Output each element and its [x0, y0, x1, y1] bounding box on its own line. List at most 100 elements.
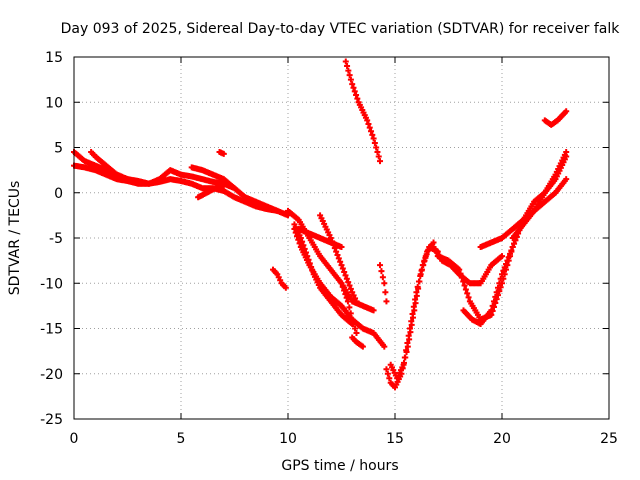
series-track-c — [88, 149, 142, 185]
data-point — [462, 286, 469, 293]
data-point — [412, 296, 419, 303]
x-tick-label: 25 — [600, 431, 618, 447]
data-point — [418, 267, 425, 274]
data-point — [352, 325, 359, 332]
data-point — [464, 290, 471, 297]
data-point — [563, 149, 570, 156]
data-point — [456, 266, 463, 273]
x-tick-label: 15 — [386, 431, 404, 447]
data-point — [500, 267, 507, 274]
data-point — [306, 260, 313, 267]
grid — [74, 57, 609, 419]
data-point — [309, 267, 316, 274]
data-point — [299, 238, 306, 245]
data-point — [305, 256, 312, 263]
data-point — [381, 343, 388, 350]
data-point — [338, 280, 345, 287]
data-point — [339, 283, 346, 290]
data-point — [499, 271, 505, 278]
data-point — [421, 258, 428, 265]
data-point — [489, 302, 496, 309]
data-point — [347, 285, 354, 292]
data-point — [382, 289, 389, 296]
data-point — [381, 280, 388, 287]
data-point — [371, 139, 378, 146]
data-point — [403, 347, 410, 354]
data-point — [220, 150, 227, 157]
data-point — [135, 178, 142, 185]
data-point — [511, 240, 518, 247]
data-point — [349, 289, 356, 296]
data-point — [329, 238, 336, 245]
series-track-o — [342, 58, 384, 165]
data-point — [338, 244, 345, 251]
y-tick-label: -15 — [40, 322, 63, 338]
data-point — [410, 303, 417, 310]
data-point — [460, 278, 467, 285]
series-track-i — [291, 221, 356, 327]
data-point — [488, 307, 495, 314]
data-point — [457, 270, 464, 277]
data-point — [300, 242, 307, 249]
data-point — [414, 283, 421, 290]
data-point — [370, 135, 377, 142]
data-point — [384, 370, 391, 377]
data-point — [383, 366, 390, 373]
data-point — [301, 245, 308, 252]
y-tick-label: 5 — [54, 141, 63, 157]
series-track-x — [541, 108, 570, 128]
series-track-l — [338, 280, 360, 337]
data-point — [406, 325, 413, 332]
data-point — [337, 258, 344, 265]
data-point — [341, 268, 348, 275]
data-point — [274, 207, 281, 214]
data-point — [501, 264, 508, 271]
data-point — [274, 271, 281, 278]
data-point — [304, 253, 311, 260]
data-point — [379, 274, 386, 281]
data-point — [346, 304, 353, 311]
data-point — [496, 280, 503, 287]
axis-ticks: 0 5 10 15 20 25 15 10 5 0 -5 -10 -15 -20 -25 — [40, 50, 618, 447]
series-track-w — [509, 176, 570, 241]
data-point — [369, 131, 376, 138]
data-point — [349, 316, 356, 323]
data-point — [465, 294, 472, 301]
data-point — [377, 158, 384, 165]
series-track-e — [195, 182, 227, 201]
data-point — [504, 257, 511, 264]
data-point — [353, 92, 360, 99]
data-point — [338, 262, 345, 269]
data-point — [344, 63, 351, 70]
data-point — [343, 294, 350, 301]
series-track-s — [430, 244, 505, 287]
y-tick-label: 0 — [54, 186, 63, 202]
series-track-n — [270, 266, 289, 291]
data-point — [342, 58, 349, 65]
data-point — [383, 298, 390, 305]
data-point — [343, 275, 350, 282]
data-point — [490, 298, 497, 305]
x-tick-label: 0 — [70, 431, 79, 447]
x-axis-label: GPS time / hours — [281, 458, 398, 474]
data-point — [297, 235, 304, 241]
data-point — [352, 295, 359, 302]
series-track-d — [188, 164, 238, 192]
x-tick-label: 5 — [177, 431, 186, 447]
y-tick-label: -5 — [49, 231, 63, 247]
data-point — [509, 244, 516, 251]
data-point — [415, 278, 422, 285]
data-point — [346, 72, 353, 79]
y-axis-label: SDTVAR / TECUs — [7, 181, 23, 296]
data-point — [344, 298, 351, 305]
series-track-t — [434, 216, 527, 323]
data-point — [497, 275, 504, 282]
series-track-p — [377, 262, 390, 305]
data-point — [308, 263, 315, 270]
data-point — [405, 332, 412, 339]
data-point — [347, 310, 354, 317]
data-point — [365, 120, 372, 127]
data-point — [341, 287, 348, 294]
data-point — [350, 320, 357, 327]
